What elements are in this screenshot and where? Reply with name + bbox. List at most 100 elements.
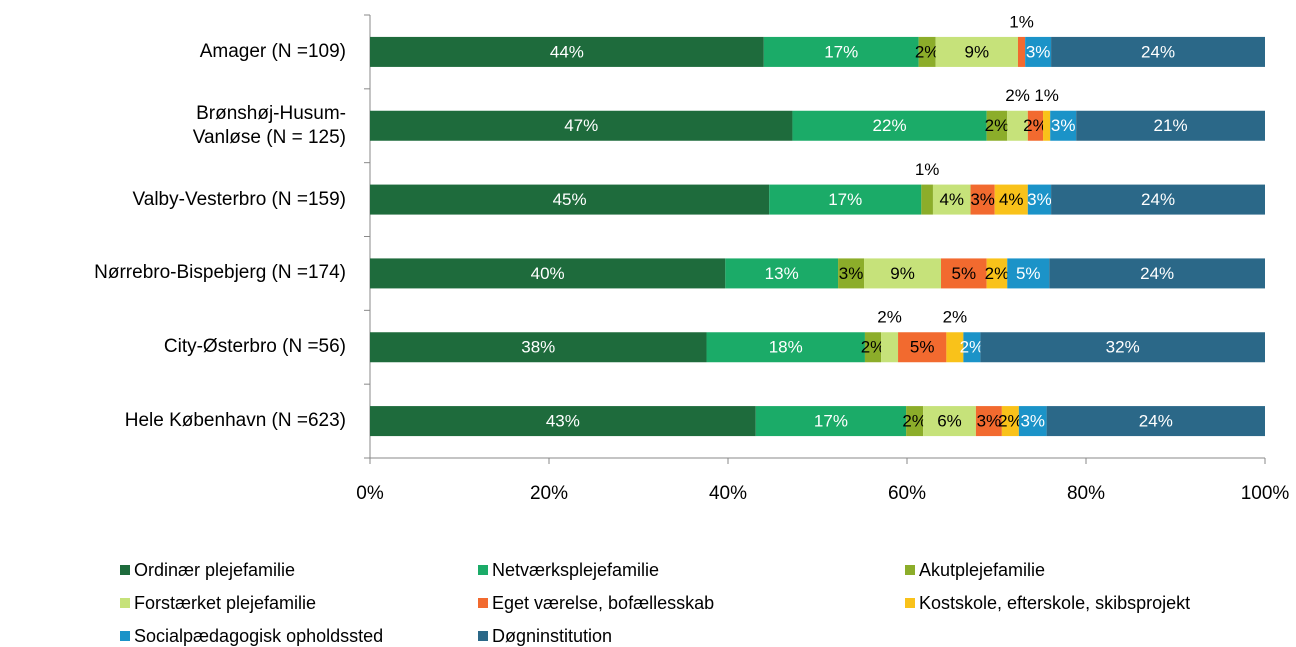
bar-segment [975,406,1002,437]
legend-label: Netværksplejefamilie [492,560,659,580]
data-label: 24% [1139,412,1173,431]
data-label: 3% [977,412,1002,431]
data-label: 24% [1141,190,1175,209]
legend-swatch [478,598,488,608]
bar-segment [370,332,707,363]
bar-segment [370,258,726,289]
bar-segment [1046,406,1265,437]
data-label: 3% [1026,42,1051,61]
category-label: Valby-Vesterbro (N =159) [132,188,347,210]
bar-segment [763,36,919,67]
bar-segment [838,258,865,289]
data-label: 3% [839,264,864,283]
x-tick-label: 80% [1067,483,1105,504]
bar-segment [706,332,865,363]
bar-segment [370,110,793,141]
category-label: City-Østerbro (N =56) [163,336,346,358]
data-label: 2% [998,412,1023,431]
bar-segment [1007,110,1028,141]
bar-segment [921,184,933,215]
data-label: 13% [765,264,799,283]
data-label: 3% [1020,412,1045,431]
x-tick-label: 20% [530,483,568,504]
data-label: 6% [937,412,962,431]
bar-segment [1025,36,1052,67]
data-label: 2% [877,308,902,327]
bar-segment [906,406,924,437]
bar-segment [986,258,1008,289]
bar-segment [1051,36,1265,67]
bar-segment [755,406,907,437]
data-label: 47% [564,116,598,135]
legend-label: Eget værelse, bofællesskab [492,593,714,613]
x-tick-label: 100% [1241,483,1290,504]
bar-segment [792,110,987,141]
data-label: 2% [943,308,968,327]
legend-swatch [120,565,130,575]
bar-segment [864,258,942,289]
bar-segment [1050,110,1077,141]
bar-segment [725,258,839,289]
data-label: 43% [546,412,580,431]
bar-segment [1051,184,1265,215]
bar-segment [898,332,947,363]
data-label: 2% [902,412,927,431]
legend-label: Forstærket plejefamilie [134,593,316,613]
data-label: 3% [1027,190,1052,209]
bar-segment [946,332,964,363]
bar-segment [980,332,1265,363]
data-label: 4% [999,190,1024,209]
bar-segment [986,110,1008,141]
data-label: 3% [1051,116,1076,135]
data-label: 9% [965,42,990,61]
category-label: Amager (N =109) [199,40,346,62]
data-label: 24% [1140,264,1174,283]
data-label: 2% [1023,116,1048,135]
bar-segment [1001,406,1019,437]
x-tick-label: 40% [709,483,747,504]
data-label: 21% [1154,116,1188,135]
bar-segment [881,332,899,363]
bar-segment [1043,110,1051,141]
bar-segment [923,406,976,437]
bar-segment [994,184,1028,215]
data-label: 3% [970,190,995,209]
bar-segment [1017,36,1026,67]
bar-segment [941,258,987,289]
data-label: 2% [985,264,1010,283]
data-label: 17% [814,412,848,431]
bar-segment [1027,110,1044,141]
data-label: 22% [873,116,907,135]
data-label: 18% [769,338,803,357]
data-label: 4% [939,190,964,209]
legend-swatch [120,598,130,608]
bar-segment [918,36,936,67]
bar-segment [932,184,971,215]
category-label: Brønshøj-Husum- Vanløse (N = 125) [192,102,346,148]
legend-swatch [905,598,915,608]
x-tick-label: 0% [356,483,384,504]
bar-segment [864,332,882,363]
bar-segment [970,184,995,215]
data-label: 1% [1034,86,1059,105]
data-label: 9% [890,264,915,283]
data-label: 32% [1106,338,1140,357]
legend-label: Ordinær plejefamilie [134,560,295,580]
data-label: 1% [915,160,940,179]
data-label: 17% [824,42,858,61]
legend-label: Akutplejefamilie [919,560,1045,580]
bar-segment [1018,406,1047,437]
data-label: 2% [861,338,886,357]
data-label: 45% [553,190,587,209]
bar-segment [1076,110,1265,141]
bar-segment [370,184,770,215]
data-label: 1% [1009,12,1034,31]
bar-segment [769,184,922,215]
legend-swatch [478,631,488,641]
data-label: 17% [828,190,862,209]
data-label: 5% [1016,264,1041,283]
legend-swatch [905,565,915,575]
bar-segment [370,36,764,67]
